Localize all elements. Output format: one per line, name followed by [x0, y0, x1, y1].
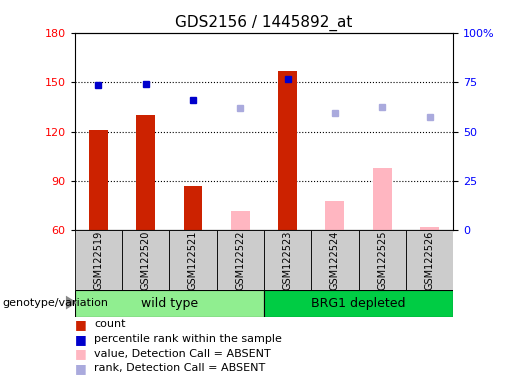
- Bar: [75, 290, 264, 317]
- Bar: [217, 230, 264, 290]
- Polygon shape: [66, 296, 77, 310]
- Bar: [169, 230, 217, 290]
- Text: GSM122524: GSM122524: [330, 230, 340, 290]
- Bar: [406, 230, 453, 290]
- Text: ■: ■: [75, 318, 87, 331]
- Text: genotype/variation: genotype/variation: [3, 298, 109, 308]
- Bar: [278, 71, 297, 230]
- Bar: [89, 130, 108, 230]
- Bar: [75, 230, 122, 290]
- Text: rank, Detection Call = ABSENT: rank, Detection Call = ABSENT: [94, 363, 266, 373]
- Text: ■: ■: [75, 333, 87, 346]
- Bar: [325, 201, 345, 230]
- Text: count: count: [94, 319, 126, 329]
- Bar: [311, 230, 358, 290]
- Text: GSM122520: GSM122520: [141, 230, 151, 290]
- Text: ■: ■: [75, 362, 87, 375]
- Text: value, Detection Call = ABSENT: value, Detection Call = ABSENT: [94, 349, 271, 359]
- Bar: [264, 290, 453, 317]
- Bar: [264, 230, 311, 290]
- Text: GSM122523: GSM122523: [283, 230, 293, 290]
- Text: GSM122522: GSM122522: [235, 230, 245, 290]
- Text: BRG1 depleted: BRG1 depleted: [312, 297, 406, 310]
- Bar: [122, 230, 169, 290]
- Text: ■: ■: [75, 347, 87, 360]
- Bar: [373, 168, 392, 230]
- Text: percentile rank within the sample: percentile rank within the sample: [94, 334, 282, 344]
- Text: GSM122526: GSM122526: [424, 230, 435, 290]
- Bar: [183, 186, 202, 230]
- Bar: [231, 210, 250, 230]
- Text: GSM122521: GSM122521: [188, 230, 198, 290]
- Text: GSM122525: GSM122525: [377, 230, 387, 290]
- Bar: [358, 230, 406, 290]
- Bar: [420, 227, 439, 230]
- Bar: [136, 115, 155, 230]
- Text: wild type: wild type: [141, 297, 198, 310]
- Text: GSM122519: GSM122519: [93, 230, 104, 290]
- Title: GDS2156 / 1445892_at: GDS2156 / 1445892_at: [175, 15, 353, 31]
